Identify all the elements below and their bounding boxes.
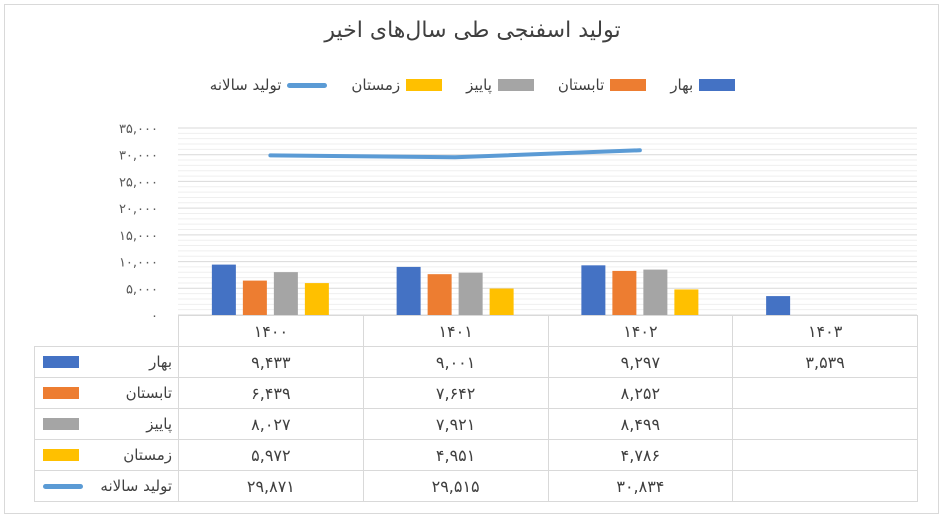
series-line (268, 148, 642, 160)
y-tick-label: ۲۰,۰۰۰ (119, 202, 158, 217)
bar (581, 265, 606, 315)
data-label: ۹,۲۹۷ (547, 346, 734, 378)
bar (489, 288, 514, 315)
row-series-name: پاییز (146, 415, 172, 433)
legend-label: تابستان (557, 76, 605, 94)
legend-swatch (497, 79, 534, 91)
table-row: بهار ۹,۴۳۳ ۹,۰۰۱ ۹,۲۹۷ ۳,۵۳۹ (34, 346, 918, 378)
row-series-name: بهار (149, 353, 172, 371)
table-row: تولید سالانه ۲۹,۸۷۱ ۲۹,۵۱۵ ۳۰,۸۳۴ (34, 470, 918, 502)
category-label: ۱۴۰۳ (732, 315, 918, 347)
legend: بهار تابستان پاییز زمستان تولید سالانه (0, 76, 945, 94)
bar (304, 283, 329, 315)
legend-item: پاییز (466, 76, 534, 94)
row-swatch (43, 483, 83, 489)
data-label: ۲۹,۵۱۵ (362, 470, 549, 502)
data-label: ۳,۵۳۹ (732, 346, 918, 378)
bar (458, 272, 483, 315)
data-label: ۵,۹۷۲ (178, 439, 364, 471)
row-swatch (43, 356, 79, 368)
row-head: پاییز (34, 408, 179, 440)
legend-label: بهار (670, 76, 694, 94)
legend-item: زمستان (351, 76, 443, 94)
data-label: ۸,۴۹۹ (547, 408, 734, 440)
data-label: ۷,۹۲۱ (362, 408, 549, 440)
y-tick-label: ۵,۰۰۰ (126, 282, 158, 297)
row-head: زمستان (34, 439, 179, 471)
data-label: ۸,۰۲۷ (178, 408, 364, 440)
data-label (732, 439, 918, 471)
data-label: ۶,۴۳۹ (178, 377, 364, 409)
legend-swatch (406, 79, 443, 91)
bar (643, 269, 668, 315)
table-row: پاییز ۸,۰۲۷ ۷,۹۲۱ ۸,۴۹۹ (34, 408, 918, 440)
bar (273, 272, 298, 315)
data-label: ۴,۷۸۶ (547, 439, 734, 471)
row-head: تابستان (34, 377, 179, 409)
legend-label: زمستان (351, 76, 401, 94)
y-tick-label: ۱۵,۰۰۰ (119, 229, 158, 244)
data-label: ۷,۶۴۲ (362, 377, 549, 409)
data-label: ۹,۴۳۳ (178, 346, 364, 378)
y-tick-label: ۳۰,۰۰۰ (119, 149, 158, 164)
bar (427, 274, 452, 315)
legend-item: بهار (670, 76, 736, 94)
chart-title: تولید اسفنجی طی سال‌های اخیر (324, 18, 621, 43)
data-label: ۴,۹۵۱ (362, 439, 549, 471)
table-corner (35, 316, 179, 347)
row-series-name: زمستان (123, 446, 172, 464)
bar (396, 266, 421, 315)
row-swatch (43, 449, 79, 461)
bar (766, 296, 791, 315)
bar (612, 270, 637, 315)
y-tick-label: ۱۰,۰۰۰ (119, 256, 158, 271)
row-head: بهار (34, 346, 179, 378)
data-label (732, 408, 918, 440)
row-swatch (43, 418, 79, 430)
category-label: ۱۴۰۰ (178, 315, 364, 347)
legend-item: تابستان (557, 76, 647, 94)
data-label (732, 377, 918, 409)
y-tick-label: ۰ (151, 309, 158, 324)
legend-label: تولید سالانه (209, 76, 282, 94)
legend-swatch (699, 79, 736, 91)
row-series-name: تابستان (125, 384, 172, 402)
data-label (732, 470, 918, 502)
data-label: ۲۹,۸۷۱ (178, 470, 364, 502)
category-label: ۱۴۰۱ (362, 315, 549, 347)
legend-swatch (287, 82, 328, 88)
bar (211, 264, 236, 315)
bar (242, 280, 267, 315)
lines (268, 148, 642, 160)
row-head: تولید سالانه (34, 470, 179, 502)
bars (211, 264, 791, 315)
row-swatch (43, 387, 79, 399)
table-row: تابستان ۶,۴۳۹ ۷,۶۴۲ ۸,۲۵۲ (34, 377, 918, 409)
y-axis: ۰ ۵,۰۰۰ ۱۰,۰۰۰ ۱۵,۰۰۰ ۲۰,۰۰۰ ۲۵,۰۰۰ ۳۰,۰۰۰ ۳۵,۰… (119, 122, 158, 324)
category-label: ۱۴۰۲ (547, 315, 734, 347)
legend-label: پاییز (466, 76, 492, 94)
data-table: ۱۴۰۰ ۱۴۰۱ ۱۴۰۲ ۱۴۰۳ بهار ۹,۴۳۳ ۹,۰۰۱ ۹,۲۹۷ ۳,۵۳۹… (34, 315, 918, 502)
y-tick-label: ۳۵,۰۰۰ (119, 122, 158, 137)
data-label: ۹,۰۰۱ (362, 346, 549, 378)
legend-item: تولید سالانه (210, 76, 328, 94)
row-series-name: تولید سالانه (100, 477, 172, 495)
legend-swatch (610, 79, 647, 91)
bar (674, 289, 699, 315)
data-label: ۳۰,۸۳۴ (547, 470, 734, 502)
table-row: زمستان ۵,۹۷۲ ۴,۹۵۱ ۴,۷۸۶ (34, 439, 918, 471)
y-tick-label: ۲۵,۰۰۰ (119, 175, 158, 190)
data-label: ۸,۲۵۲ (547, 377, 734, 409)
